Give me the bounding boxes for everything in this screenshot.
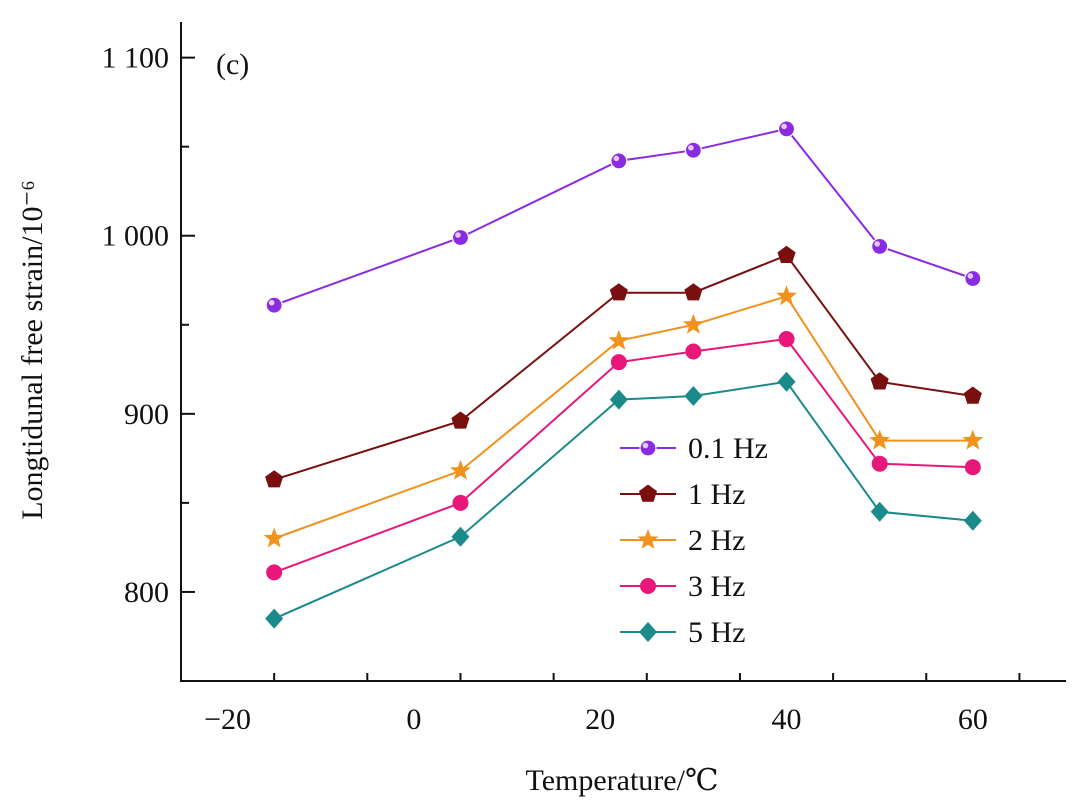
series-line (273, 295, 973, 540)
series-0 (265, 120, 982, 314)
marker-body (451, 228, 470, 247)
data-point (871, 237, 889, 256)
data-point (869, 429, 891, 450)
axes: −20 0 20 40 60 800 900 1 000 1 100 (102, 22, 1066, 736)
data-point (870, 372, 889, 390)
legend-marker (639, 484, 657, 502)
series-2 (263, 285, 984, 548)
series-line (273, 337, 973, 574)
marker-highlight (967, 273, 974, 279)
y-axis-title: Longtidunal free strain/10⁻⁶ (16, 180, 49, 520)
data-point (609, 389, 628, 410)
marker-highlight (688, 144, 694, 151)
data-point (777, 371, 796, 392)
series-1 (265, 245, 982, 488)
marker-body (964, 269, 982, 288)
data-point (610, 152, 628, 170)
marker-highlight (613, 155, 620, 162)
data-point (265, 296, 283, 314)
legend-marker (639, 439, 657, 457)
y-tick-label: 1 100 (102, 42, 170, 75)
data-point (609, 283, 628, 301)
axis-frame (180, 22, 1066, 682)
legend-marker (637, 529, 659, 549)
data-point (962, 429, 984, 450)
x-tick-label: 60 (958, 703, 988, 736)
data-point (870, 501, 889, 522)
legend-marker (639, 622, 657, 642)
y-tick-label: 1 000 (102, 220, 170, 253)
data-point (451, 526, 470, 547)
legend-label: 0.1 Hz (688, 432, 768, 465)
marker-body (265, 296, 283, 314)
x-tick-label: 20 (585, 703, 615, 736)
x-tick-label: 40 (772, 703, 802, 736)
data-point (263, 527, 285, 548)
data-point (684, 386, 703, 407)
y-tick-label: 900 (124, 398, 169, 431)
x-axis-title: Temperature/℃ (525, 764, 718, 797)
data-point (265, 608, 284, 629)
legend-item: 3 Hz (620, 570, 745, 603)
data-point (684, 283, 703, 301)
legend-label: 5 Hz (688, 616, 745, 649)
marker-highlight (268, 299, 275, 306)
legend-label: 2 Hz (688, 524, 745, 557)
panel-label: (c) (216, 48, 249, 81)
data-point (451, 228, 470, 247)
marker-highlight (781, 123, 787, 130)
legend-label: 3 Hz (688, 570, 745, 603)
marker-body (639, 439, 657, 457)
data-point (776, 285, 797, 306)
marker-highlight (455, 232, 461, 238)
marker-body (610, 152, 628, 170)
series-3 (266, 331, 981, 581)
marker-body (684, 141, 702, 159)
marker-body (777, 120, 796, 138)
data-point (777, 245, 796, 263)
data-point (685, 343, 702, 360)
data-point (964, 459, 981, 476)
series-layer (263, 120, 984, 629)
legend: 0.1 Hz 1 Hz 2 Hz 3 Hz 5 Hz (620, 432, 768, 649)
legend-item: 2 Hz (620, 524, 745, 557)
legend-label: 1 Hz (688, 478, 745, 511)
data-point (266, 564, 283, 581)
marker-body (871, 237, 889, 256)
legend-item: 0.1 Hz (620, 432, 768, 465)
data-point (963, 386, 982, 404)
data-point (682, 313, 704, 334)
data-point (871, 455, 888, 472)
data-point (452, 494, 469, 511)
series-4 (265, 371, 982, 629)
x-tick-label: −20 (204, 703, 251, 736)
data-point (964, 269, 982, 288)
data-point (451, 411, 470, 429)
data-point (684, 141, 702, 159)
data-point (777, 120, 796, 138)
data-point (265, 470, 284, 488)
marker-highlight (642, 442, 649, 449)
legend-item: 5 Hz (620, 616, 745, 649)
data-point (450, 459, 471, 480)
data-point (963, 510, 982, 531)
data-point (610, 354, 627, 371)
legend-item: 1 Hz (620, 478, 745, 511)
y-tick-label: 800 (124, 576, 169, 609)
legend-marker (640, 578, 656, 594)
data-point (608, 329, 630, 350)
x-tick-label: 0 (406, 703, 421, 736)
data-point (778, 331, 795, 348)
marker-highlight (874, 241, 880, 247)
